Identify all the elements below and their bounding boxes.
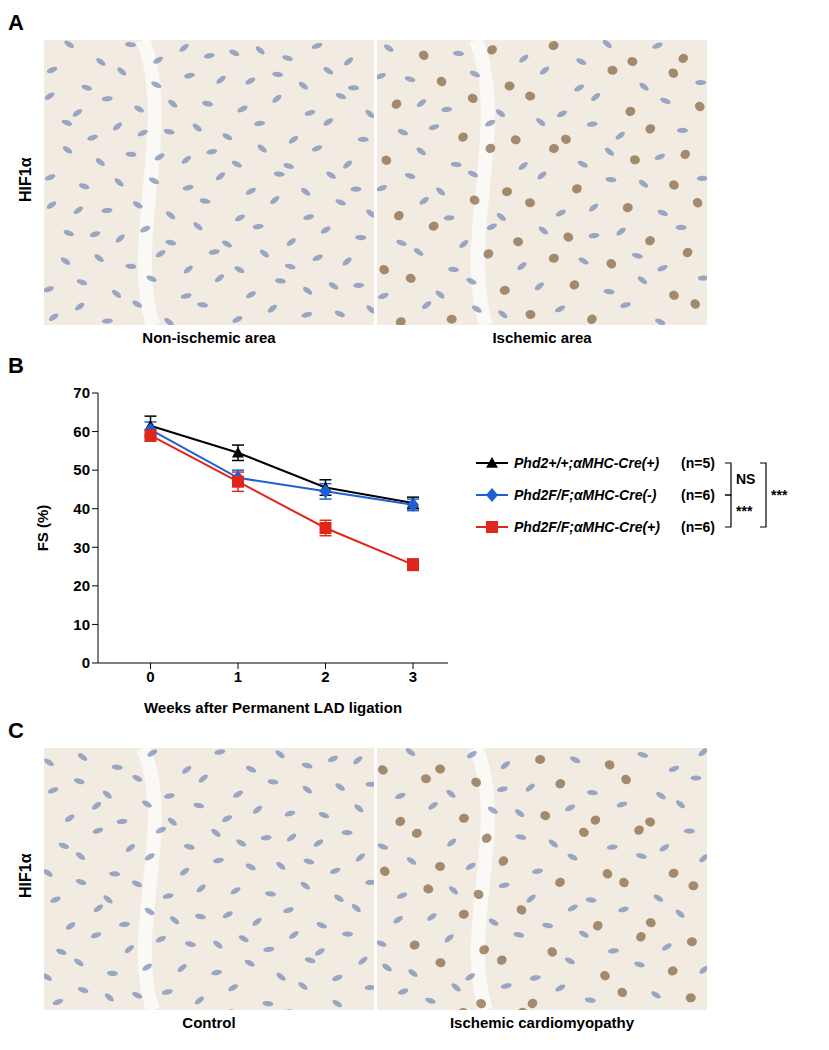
html-text:Ischemic area: Ischemic area xyxy=(492,329,592,346)
svg-text:60: 60 xyxy=(73,423,90,440)
svg-text:1: 1 xyxy=(234,668,242,685)
svg-text:10: 10 xyxy=(73,616,90,633)
svg-text:Phd2+/+;αMHC-Cre(+): Phd2+/+;αMHC-Cre(+) xyxy=(514,455,660,471)
html-text:HIF1α: HIF1α xyxy=(17,157,34,202)
svg-text:(n=5): (n=5) xyxy=(681,455,715,471)
svg-text:30: 30 xyxy=(73,539,90,556)
html-text:C: C xyxy=(8,718,24,743)
svg-text:70: 70 xyxy=(73,384,90,401)
svg-text:(n=6): (n=6) xyxy=(681,487,715,503)
svg-text:FS (%): FS (%) xyxy=(34,505,51,552)
svg-text:NS: NS xyxy=(736,471,755,487)
html-text:B: B xyxy=(8,353,24,378)
svg-text:(n=6): (n=6) xyxy=(681,519,715,535)
html-text:Control: Control xyxy=(182,1014,236,1031)
svg-text:***: *** xyxy=(771,487,788,503)
svg-text:0: 0 xyxy=(82,654,90,671)
svg-text:Phd2F/F;αMHC-Cre(+): Phd2F/F;αMHC-Cre(+) xyxy=(514,519,660,535)
html-text:Ischemic cardiomyopathy: Ischemic cardiomyopathy xyxy=(449,1014,635,1031)
html-text:Non-ischemic area: Non-ischemic area xyxy=(142,329,276,346)
svg-text:2: 2 xyxy=(321,668,329,685)
svg-text:Phd2F/F;αMHC-Cre(-): Phd2F/F;αMHC-Cre(-) xyxy=(514,487,657,503)
html-text:A: A xyxy=(8,10,24,35)
svg-text:3: 3 xyxy=(409,668,417,685)
svg-text:20: 20 xyxy=(73,577,90,594)
svg-text:Weeks after Permanent LAD liga: Weeks after Permanent LAD ligation xyxy=(144,699,402,716)
svg-text:50: 50 xyxy=(73,461,90,478)
svg-text:40: 40 xyxy=(73,500,90,517)
html-text:HIF1α: HIF1α xyxy=(17,853,34,898)
svg-text:***: *** xyxy=(736,503,753,519)
svg-text:0: 0 xyxy=(146,668,154,685)
